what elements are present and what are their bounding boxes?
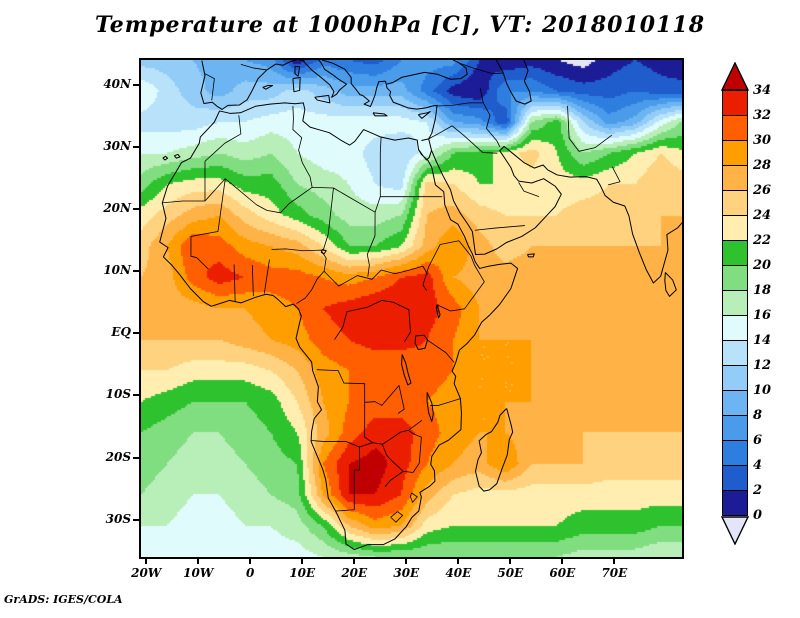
temperature-field-canvas: [141, 60, 682, 557]
lat-tick-label: 30S: [105, 511, 131, 526]
lon-tick-mark: [457, 557, 460, 564]
colorbar-cell-30-32: [722, 115, 748, 141]
colorbar-tick-label: 4: [753, 458, 763, 473]
colorbar-cell-4-6: [722, 440, 748, 466]
colorbar-tick-label: 30: [753, 133, 772, 148]
lat-tick-mark: [133, 208, 140, 211]
colorbar-tick-label: 10: [753, 383, 772, 398]
colorbar-cell-14-16: [722, 315, 748, 341]
lon-tick-mark: [249, 557, 252, 564]
lon-tick-label: 70E: [601, 566, 628, 580]
lat-tick-label: 20S: [105, 449, 131, 464]
lon-tick-mark: [145, 557, 148, 564]
lon-tick-label: 20E: [341, 566, 368, 580]
colorbar-cell-10-12: [722, 365, 748, 391]
colorbar-tick-label: 6: [753, 433, 763, 448]
lon-tick-label: 10W: [183, 566, 214, 580]
colorbar-cell-24-26: [722, 190, 748, 216]
colorbar-below-min-arrow: [721, 516, 749, 545]
lon-tick-label: 20W: [131, 566, 162, 580]
colorbar-tick-label: 0: [753, 508, 763, 523]
lat-tick-label: 10N: [103, 263, 131, 278]
colorbar-tick-label: 32: [753, 108, 772, 123]
colorbar-cell-16-18: [722, 290, 748, 316]
colorbar-cell-2-4: [722, 465, 748, 491]
lon-tick-mark: [613, 557, 616, 564]
colorbar-cell-8-10: [722, 390, 748, 416]
colorbar-cell-12-14: [722, 340, 748, 366]
colorbar-cell-6-8: [722, 415, 748, 441]
lat-tick-label: 30N: [103, 138, 131, 153]
map-area: [139, 58, 684, 559]
lat-tick-label: 10S: [105, 387, 131, 402]
lon-tick-label: 0: [246, 566, 255, 580]
attribution-text: GrADS: IGES/COLA: [4, 593, 123, 606]
lat-tick-mark: [133, 332, 140, 335]
colorbar-tick-label: 14: [753, 333, 772, 348]
lat-tick-label: EQ: [111, 325, 131, 340]
colorbar-cell-18-20: [722, 265, 748, 291]
lon-tick-mark: [353, 557, 356, 564]
lon-tick-label: 30E: [393, 566, 420, 580]
colorbar-cell-22-24: [722, 215, 748, 241]
colorbar-tick-label: 22: [753, 233, 772, 248]
lat-tick-mark: [133, 145, 140, 148]
coastlines-path: [160, 60, 682, 550]
colorbar-tick-label: 20: [753, 258, 772, 273]
lon-tick-mark: [405, 557, 408, 564]
coastline-borders-overlay: [141, 60, 682, 557]
colorbar-tick-label: 12: [753, 358, 772, 373]
lon-tick-mark: [197, 557, 200, 564]
lon-tick-label: 40E: [445, 566, 472, 580]
colorbar-tick-label: 16: [753, 308, 772, 323]
colorbar-tick-label: 8: [753, 408, 763, 423]
lat-tick-mark: [133, 456, 140, 459]
colorbar-tick-label: 24: [753, 208, 772, 223]
lon-tick-label: 10E: [289, 566, 316, 580]
lon-tick-mark: [301, 557, 304, 564]
colorbar-cell-26-28: [722, 165, 748, 191]
lat-tick-mark: [133, 394, 140, 397]
lat-tick-mark: [133, 270, 140, 273]
colorbar-tick-label: 28: [753, 158, 772, 173]
lat-tick-label: 40N: [103, 76, 131, 91]
plot-title: Temperature at 1000hPa [C], VT: 20180101…: [94, 12, 706, 38]
colorbar-cell-0-2: [722, 490, 748, 516]
colorbar-tick-label: 18: [753, 283, 772, 298]
lakes-path: [322, 249, 441, 421]
lat-tick-mark: [133, 518, 140, 521]
lon-tick-label: 50E: [497, 566, 524, 580]
lon-tick-label: 60E: [549, 566, 576, 580]
country-borders-path: [162, 63, 620, 522]
colorbar-cell-32-34: [722, 90, 748, 116]
lon-tick-mark: [561, 557, 564, 564]
colorbar-above-max-arrow: [721, 62, 749, 91]
colorbar-cell-20-22: [722, 240, 748, 266]
colorbar-cell-28-30: [722, 140, 748, 166]
colorbar-tick-label: 34: [753, 83, 772, 98]
colorbar-tick-label: 2: [753, 483, 763, 498]
colorbar-tick-label: 26: [753, 183, 772, 198]
lon-tick-mark: [509, 557, 512, 564]
lat-tick-label: 20N: [103, 201, 131, 216]
colorbar: 34 32 30 28 26 24 22 20 18 16 14 12 10 8 6 4 2 0: [721, 60, 792, 580]
lat-tick-mark: [133, 83, 140, 86]
